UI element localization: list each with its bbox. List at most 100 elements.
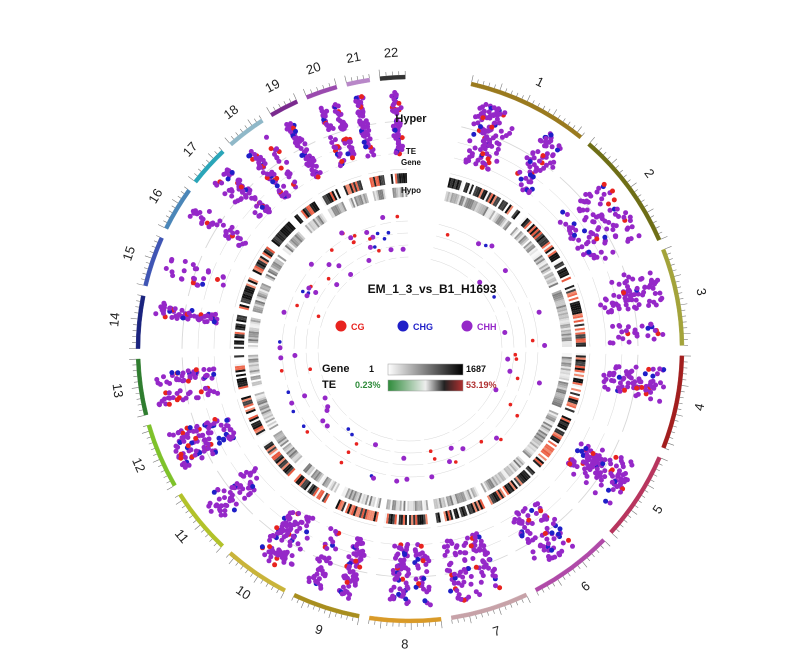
hyper-dmr-point [585,199,591,205]
gene-density-bin [249,327,260,331]
gene-density-bin [485,480,492,490]
grid-ring [312,554,368,574]
grid-ring [308,255,323,271]
hyper-dmr-point [318,585,324,591]
hyper-dmr-point [527,188,533,194]
chromosome-tick [674,420,679,422]
gene-density-bin [443,496,449,507]
te-density-bin [554,429,564,437]
gene-density-bin [377,189,382,201]
gene-density-bin [326,479,334,490]
gene-density-bin [277,436,287,444]
gene-density-bin [500,470,508,480]
gene-density-bin [558,312,569,317]
gene-density-bin [463,197,470,208]
hypo-dmr-point [324,423,330,429]
hyper-dmr-point [284,122,290,127]
te-density-bin [485,192,492,203]
te-density-bin [276,457,286,466]
chromosome-tick [678,292,683,294]
hyper-dmr-point [583,480,589,486]
hyper-dmr-point [398,105,404,111]
hyper-dmr-point [267,171,273,177]
hyper-dmr-point [585,465,591,471]
te-density-bin [242,293,253,299]
chromosome-label: 11 [172,526,192,546]
te-density-bin [308,484,317,495]
chromosome-band [661,248,685,346]
gene-density-bin [259,286,270,293]
gene-density-bin [519,236,528,245]
chromosome-tick [620,524,624,528]
hyper-dmr-point [268,146,274,152]
chromosome-tick [577,126,582,133]
grid-ring [285,296,294,320]
chromosome-band [135,295,146,349]
grid-ring [396,439,421,442]
chromosome-tick [623,519,628,523]
te-density-bin [307,483,315,494]
chromosome-tick [291,596,294,601]
hyper-dmr-point [610,188,615,194]
chromosome-tick [562,576,566,580]
hyper-dmr-point [208,430,214,436]
gene-density-bin [540,424,551,432]
gene-density-bin [282,247,292,256]
gene-density-bin [447,192,453,203]
gene-density-bin [269,266,280,274]
hyper-dmr-point [633,393,639,399]
te-density-bin [234,359,245,362]
chromosome-tick [611,158,618,164]
grid-ring [385,245,395,249]
gene-density-bin [276,256,286,264]
hypo-dmr-point [428,449,433,454]
gene-density-bin [248,354,259,357]
te-density-bin [569,393,580,399]
gene-density-bin [248,340,259,344]
gene-density-bin [321,476,329,486]
hyper-dmr-point [567,228,573,234]
hyper-dmr-point [447,562,452,568]
hyper-dmr-point [529,508,535,513]
te-density-bin [526,465,536,475]
hyper-dmr-point [616,306,622,312]
gene-density-bin [498,471,507,481]
hypo-dmr-point [322,395,328,401]
te-density-bin [295,213,304,223]
te-density-bin [546,441,556,450]
hyper-dmr-point [602,234,608,240]
hyper-dmr-point [346,595,351,601]
hyper-dmr-point [618,489,623,495]
gene-density-bin [283,443,293,452]
hyper-dmr-point [395,133,401,138]
hyper-dmr-point [583,446,589,451]
te-density-bin [303,207,312,217]
gene-density-bin [559,373,570,377]
hyper-dmr-point [240,188,246,194]
hypo-dmr-point [286,390,291,395]
hyper-dmr-point [214,222,220,228]
hyper-dmr-point [397,586,403,592]
hyper-dmr-point [185,443,191,449]
hyper-dmr-point [187,389,193,395]
gene-density-bin [531,438,541,447]
hyper-dmr-point [274,175,280,181]
te-density-bin [490,493,497,504]
hyper-dmr-point [404,584,410,590]
gene-density-bin [288,240,298,249]
gene-density-bin [380,189,385,200]
chromosome-tick [521,95,524,100]
chromosome-band [193,149,225,184]
hyper-dmr-point [544,536,550,542]
hyper-dmr-point [235,235,241,241]
gene-density-bin [329,207,336,218]
chromosome-band [379,74,406,81]
gene-density-bin [399,500,402,511]
hyper-dmr-point [191,313,197,319]
grid-ring [190,412,214,464]
hyper-dmr-point [402,552,408,557]
gene-density-bin [317,215,325,225]
te-density-bin [569,391,581,397]
hyper-dmr-point [270,533,276,538]
